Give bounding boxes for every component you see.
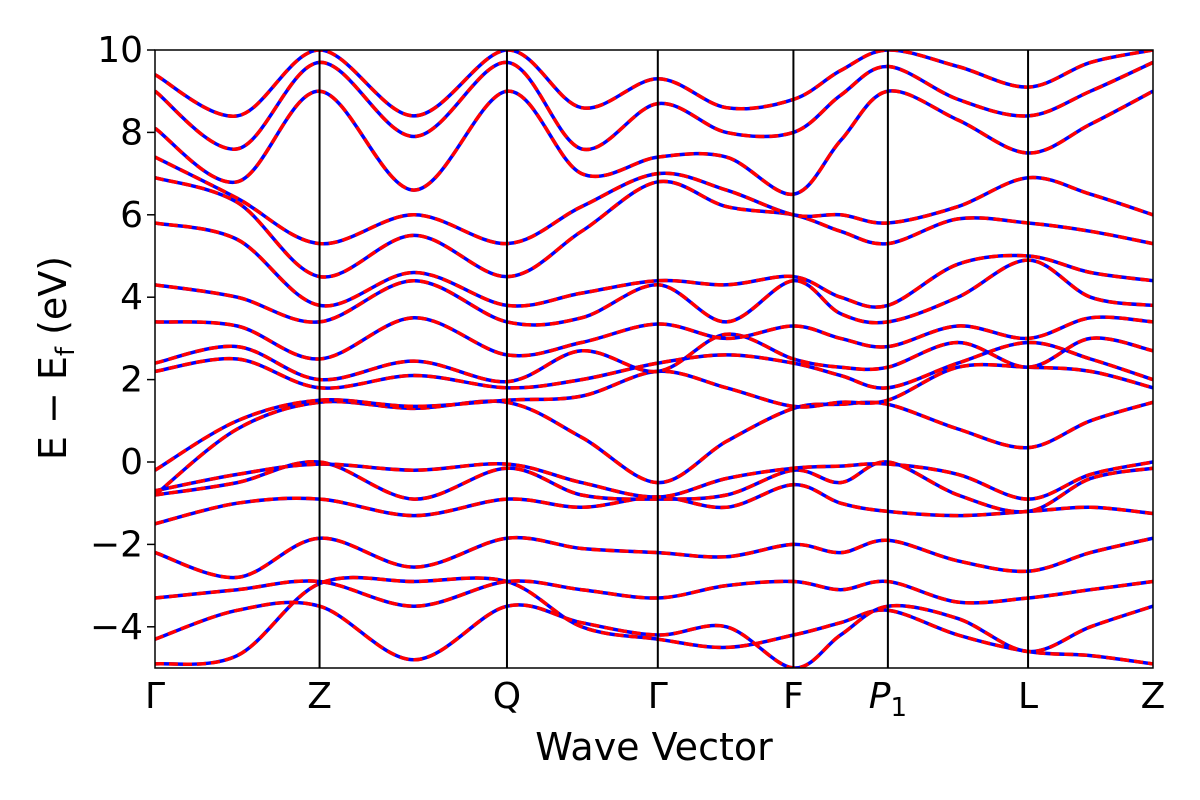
y-tick-label-7: 10 — [97, 30, 143, 71]
x-axis: Γ Z Q Γ F P1 L Z — [145, 676, 1165, 723]
band-line-red-17 — [155, 60, 1153, 152]
x-tick-label-5: P1 — [869, 676, 907, 723]
band-line-blue-4 — [155, 482, 1153, 526]
x-tick-label-3: Γ — [648, 676, 668, 717]
x-axis-title: Wave Vector — [535, 725, 773, 769]
plot-frame — [154, 49, 1154, 669]
band-line-red-8 — [155, 362, 1153, 472]
x-tick-label-6: L — [1018, 676, 1038, 717]
band-line-red-13 — [155, 221, 1153, 309]
band-line-red-6 — [155, 460, 1153, 501]
y-tick-label-5: 6 — [120, 195, 143, 236]
bands-layer — [155, 50, 1153, 668]
band-line-red-12 — [155, 258, 1153, 327]
y-axis-title: E − Ef (eV) — [31, 256, 81, 460]
y-axis-title-sub: f — [51, 346, 81, 356]
y-axis-title-main: E − E — [31, 356, 75, 460]
y-axis: −4 −2 0 2 4 6 8 10 — [90, 30, 155, 648]
x-tick-label-1: Z — [307, 676, 332, 717]
x-tick-label-7: Z — [1141, 676, 1166, 717]
band-line-red-16 — [155, 89, 1153, 196]
y-tick-label-3: 2 — [120, 360, 143, 401]
y-axis-title-tail: (eV) — [31, 256, 75, 347]
band-line-blue-11 — [155, 315, 1153, 361]
band-line-blue-13 — [155, 221, 1153, 309]
band-line-red-0 — [155, 575, 1153, 666]
band-line-red-11 — [155, 315, 1153, 361]
x-tick-label-2: Q — [493, 676, 521, 717]
y-tick-label-6: 8 — [120, 112, 143, 153]
band-line-blue-8 — [155, 362, 1153, 472]
band-line-red-14 — [155, 176, 1153, 279]
band-line-blue-5 — [155, 460, 1153, 514]
band-line-blue-16 — [155, 89, 1153, 196]
high-symmetry-lines — [318, 50, 1030, 668]
band-line-red-2 — [155, 579, 1153, 608]
x-tick-label-4: F — [783, 676, 804, 717]
x-tick-label-0: Γ — [145, 676, 165, 717]
y-tick-label-2: 0 — [120, 442, 143, 483]
band-line-red-7 — [155, 399, 1153, 497]
band-line-blue-0 — [155, 575, 1153, 666]
y-tick-label-4: 4 — [120, 277, 143, 318]
y-tick-label-1: −2 — [90, 524, 143, 565]
band-line-red-3 — [155, 535, 1153, 580]
band-line-red-9 — [155, 340, 1153, 390]
band-line-red-15 — [155, 155, 1153, 246]
band-line-red-5 — [155, 460, 1153, 514]
band-line-red-1 — [155, 600, 1153, 668]
band-line-blue-14 — [155, 176, 1153, 279]
y-tick-label-0: −4 — [90, 607, 143, 648]
band-line-red-4 — [155, 482, 1153, 526]
band-line-red-18 — [155, 50, 1153, 118]
band-line-blue-15 — [155, 155, 1153, 246]
band-line-red-10 — [155, 332, 1153, 384]
